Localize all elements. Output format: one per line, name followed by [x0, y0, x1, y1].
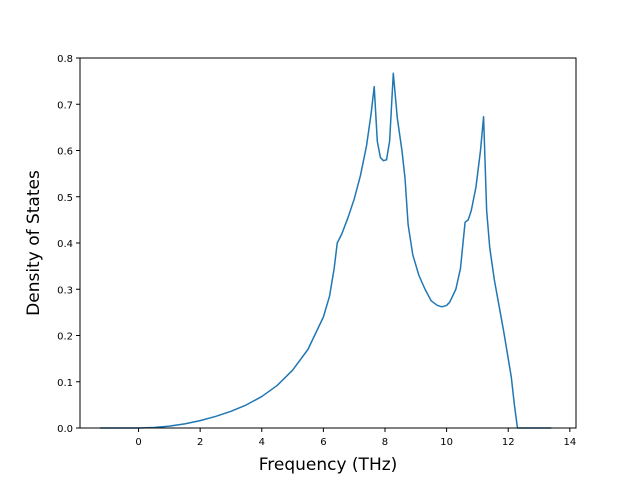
- x-tick-label: 6: [320, 437, 326, 448]
- y-tick-label: 0.8: [57, 54, 73, 65]
- y-tick-label: 0.3: [57, 285, 73, 296]
- x-axis-label: Frequency (THz): [259, 455, 398, 475]
- x-axis-ticks: 0 2 4 6 8 10 12 14: [135, 428, 576, 448]
- y-tick-label: 0.2: [57, 332, 73, 343]
- y-axis-ticks: 0.0 0.1 0.2 0.3 0.4 0.5 0.6 0.7 0.8: [57, 54, 80, 435]
- plot-lines: [100, 72, 552, 429]
- y-axis-label: Density of States: [24, 170, 44, 316]
- x-tick-label: 8: [382, 437, 388, 448]
- x-tick-label: 12: [502, 437, 515, 448]
- y-tick-label: 0.4: [57, 239, 73, 250]
- plot-frame: [79, 57, 577, 429]
- x-tick-label: 0: [135, 437, 141, 448]
- x-tick-label: 4: [259, 437, 265, 448]
- y-tick-label: 0.7: [57, 100, 73, 111]
- x-tick-label: 10: [440, 437, 453, 448]
- x-tick-label: 2: [197, 437, 203, 448]
- y-tick-label: 0.5: [57, 193, 73, 204]
- y-tick-label: 0.0: [57, 424, 73, 435]
- y-tick-label: 0.6: [57, 147, 73, 158]
- x-tick-label: 14: [563, 437, 576, 448]
- y-tick-label: 0.1: [57, 378, 73, 389]
- dos-series-line: [100, 72, 552, 429]
